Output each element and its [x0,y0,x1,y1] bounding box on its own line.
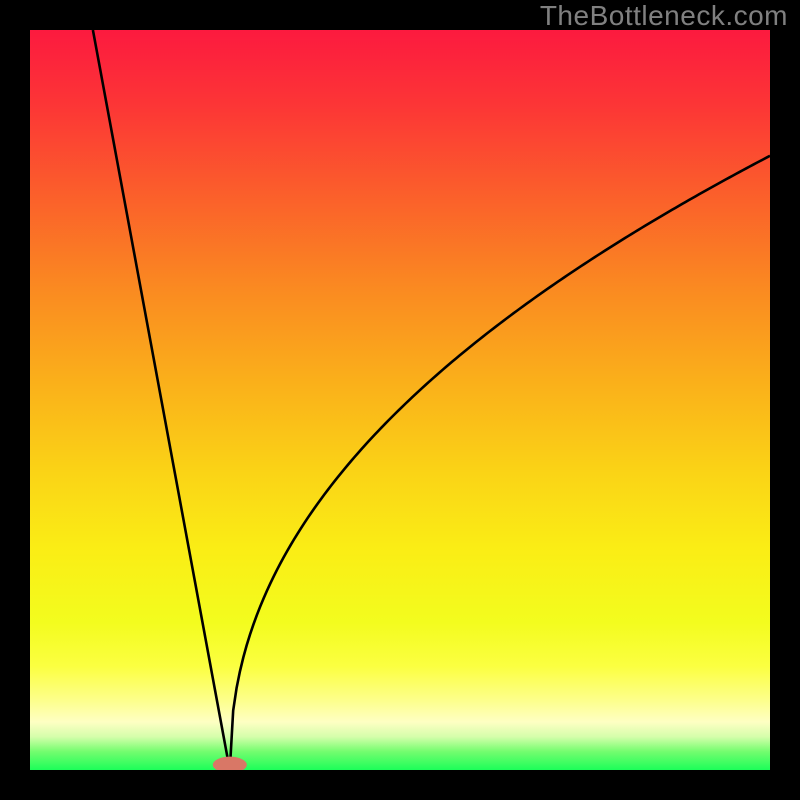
chart-background [30,30,770,770]
chart-svg [30,30,770,770]
chart-plot-area [30,30,770,770]
chart-container: TheBottleneck.com [0,0,800,800]
watermark-text: TheBottleneck.com [540,0,788,32]
